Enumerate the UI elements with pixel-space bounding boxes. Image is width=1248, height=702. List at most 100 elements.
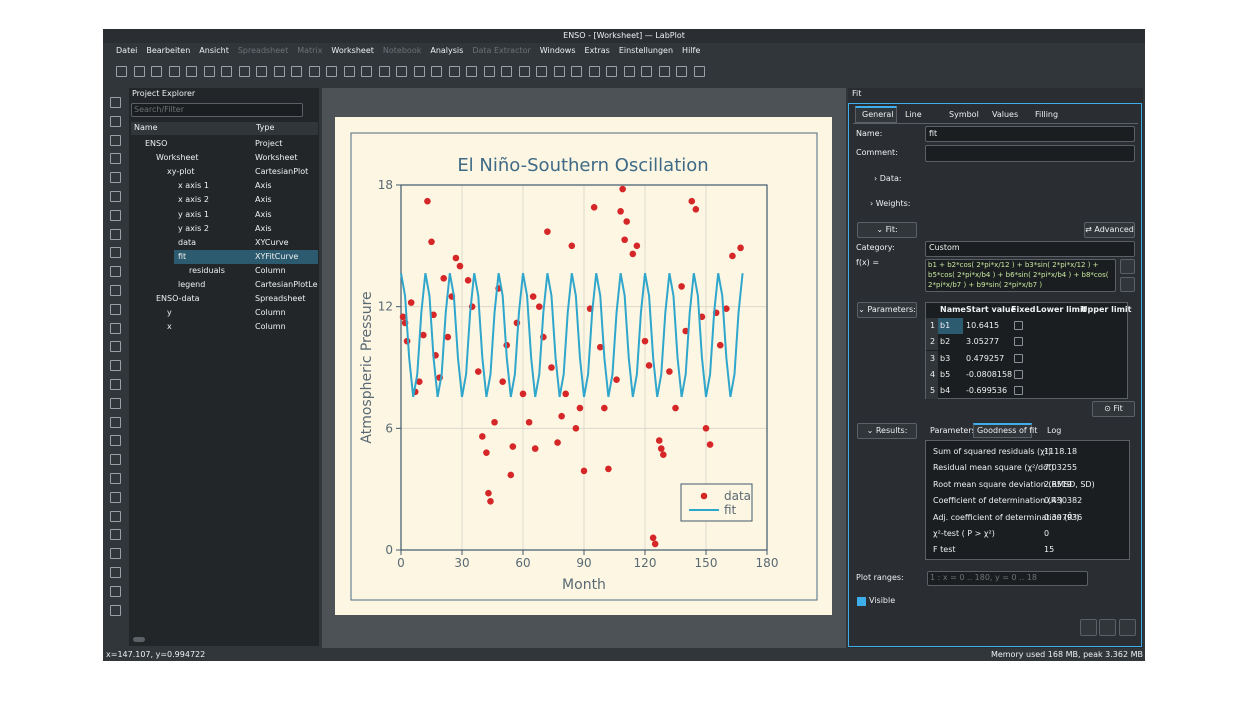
tool-icon[interactable] bbox=[519, 66, 530, 77]
tool-icon[interactable] bbox=[110, 548, 121, 559]
tool-icon[interactable] bbox=[110, 435, 121, 446]
tool-icon[interactable] bbox=[641, 66, 652, 77]
menu-item[interactable]: Notebook bbox=[383, 45, 421, 59]
menu-item[interactable]: Worksheet bbox=[331, 45, 373, 59]
icon-button[interactable] bbox=[1119, 619, 1136, 636]
tool-icon[interactable] bbox=[204, 66, 215, 77]
tool-icon[interactable] bbox=[344, 66, 355, 77]
tool-icon[interactable] bbox=[536, 66, 547, 77]
tool-icon[interactable] bbox=[431, 66, 442, 77]
tool-icon[interactable] bbox=[291, 66, 302, 77]
menu-item[interactable]: Ansicht bbox=[199, 45, 229, 59]
tool-icon[interactable] bbox=[110, 492, 121, 503]
checkbox[interactable] bbox=[1014, 354, 1023, 363]
tool-icon[interactable] bbox=[274, 66, 285, 77]
tool-icon[interactable] bbox=[110, 266, 121, 277]
icon-button[interactable] bbox=[1099, 619, 1116, 636]
tool-icon[interactable] bbox=[110, 417, 121, 428]
data-point bbox=[530, 293, 537, 300]
name-input[interactable] bbox=[925, 126, 1135, 142]
tool-icon[interactable] bbox=[110, 586, 121, 597]
data-point bbox=[658, 445, 665, 452]
tool-icon[interactable] bbox=[571, 66, 582, 77]
tool-icon[interactable] bbox=[256, 66, 267, 77]
tool-icon[interactable] bbox=[326, 66, 337, 77]
tool-icon[interactable] bbox=[379, 66, 390, 77]
tool-icon[interactable] bbox=[110, 116, 121, 127]
icon-button[interactable] bbox=[1080, 619, 1097, 636]
menu-item[interactable]: Hilfe bbox=[682, 45, 700, 59]
tool-icon[interactable] bbox=[624, 66, 635, 77]
tool-icon[interactable] bbox=[484, 66, 495, 77]
tool-icon[interactable] bbox=[589, 66, 600, 77]
small-button[interactable] bbox=[1120, 259, 1135, 274]
menu-item[interactable]: Extras bbox=[585, 45, 610, 59]
tool-icon[interactable] bbox=[110, 304, 121, 315]
y-tick-label: 6 bbox=[385, 421, 393, 435]
tool-icon[interactable] bbox=[221, 66, 232, 77]
fit-button[interactable]: ⊙ Fit bbox=[1092, 401, 1135, 417]
tool-icon[interactable] bbox=[110, 567, 121, 578]
checkbox[interactable] bbox=[1014, 386, 1023, 395]
tool-icon[interactable] bbox=[309, 66, 320, 77]
y-tick-label: 18 bbox=[378, 178, 393, 192]
menu-item[interactable]: Einstellungen bbox=[619, 45, 673, 59]
menu-item[interactable]: Data Extractor bbox=[472, 45, 530, 59]
tool-icon[interactable] bbox=[110, 379, 121, 390]
tool-icon[interactable] bbox=[151, 66, 162, 77]
tool-icon[interactable] bbox=[110, 153, 121, 164]
tool-icon[interactable] bbox=[676, 66, 687, 77]
tool-icon[interactable] bbox=[501, 66, 512, 77]
tree-item-name: y axis 2 bbox=[178, 223, 209, 235]
tool-icon[interactable] bbox=[466, 66, 477, 77]
tool-icon[interactable] bbox=[606, 66, 617, 77]
tool-icon[interactable] bbox=[110, 473, 121, 484]
tool-icon[interactable] bbox=[110, 210, 121, 221]
checkbox[interactable] bbox=[1014, 321, 1023, 330]
tool-icon[interactable] bbox=[110, 360, 121, 371]
tool-icon[interactable] bbox=[110, 454, 121, 465]
menu-item[interactable]: Analysis bbox=[430, 45, 463, 59]
toggle-button[interactable]: ⌄ Fit: bbox=[857, 222, 917, 238]
tool-icon[interactable] bbox=[110, 229, 121, 240]
tool-icon[interactable] bbox=[110, 323, 121, 334]
checkbox[interactable] bbox=[1014, 337, 1023, 346]
tool-icon[interactable] bbox=[134, 66, 145, 77]
tool-icon[interactable] bbox=[239, 66, 250, 77]
tool-icon[interactable] bbox=[110, 97, 121, 108]
toggle-button[interactable]: ⌄ Parameters: bbox=[857, 302, 917, 318]
tool-icon[interactable] bbox=[694, 66, 705, 77]
menu-item[interactable]: Windows bbox=[540, 45, 576, 59]
comment-input[interactable] bbox=[925, 145, 1135, 162]
checkbox[interactable] bbox=[857, 597, 866, 606]
menu-item[interactable]: Spreadsheet bbox=[238, 45, 288, 59]
tool-icon[interactable] bbox=[110, 135, 121, 146]
tool-icon[interactable] bbox=[449, 66, 460, 77]
checkbox[interactable] bbox=[1014, 370, 1023, 379]
tool-icon[interactable] bbox=[110, 172, 121, 183]
tool-icon[interactable] bbox=[361, 66, 372, 77]
tool-icon[interactable] bbox=[110, 605, 121, 616]
x-axis-label: Month bbox=[562, 577, 606, 593]
tool-icon[interactable] bbox=[396, 66, 407, 77]
toggle-button[interactable]: ⌄ Results: bbox=[857, 423, 917, 439]
tool-icon[interactable] bbox=[110, 511, 121, 522]
tool-icon[interactable] bbox=[659, 66, 670, 77]
tool-icon[interactable] bbox=[110, 285, 121, 296]
tool-icon[interactable] bbox=[110, 398, 121, 409]
menu-item[interactable]: Datei bbox=[116, 45, 137, 59]
tool-icon[interactable] bbox=[414, 66, 425, 77]
advanced-button[interactable]: ⇄ Advanced bbox=[1084, 222, 1135, 238]
menu-item[interactable]: Matrix bbox=[297, 45, 322, 59]
tool-icon[interactable] bbox=[186, 66, 197, 77]
tool-icon[interactable] bbox=[110, 341, 121, 352]
menu-item[interactable]: Bearbeiten bbox=[146, 45, 190, 59]
tool-icon[interactable] bbox=[116, 66, 127, 77]
x-tick-label: 120 bbox=[634, 556, 657, 570]
tool-icon[interactable] bbox=[110, 191, 121, 202]
tool-icon[interactable] bbox=[169, 66, 180, 77]
tool-icon[interactable] bbox=[554, 66, 565, 77]
small-button[interactable] bbox=[1120, 277, 1135, 292]
tool-icon[interactable] bbox=[110, 247, 121, 258]
tool-icon[interactable] bbox=[110, 529, 121, 540]
